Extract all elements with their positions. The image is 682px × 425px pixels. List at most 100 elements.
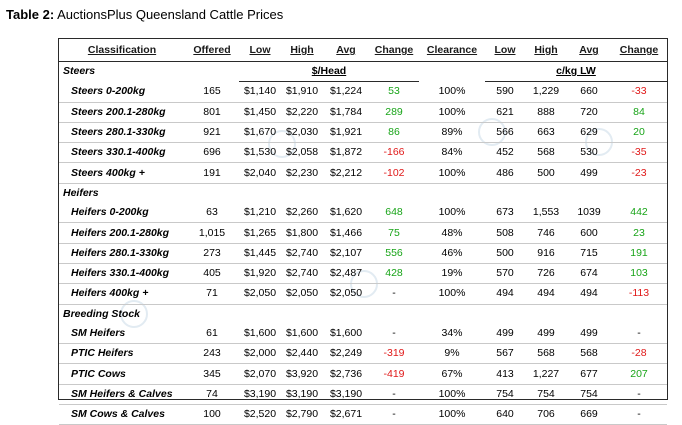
cell-avg2: 1039 bbox=[567, 203, 611, 224]
cell-change: -166 bbox=[369, 142, 419, 164]
cell-avg: $1,921 bbox=[323, 122, 369, 144]
cell-low2: 590 bbox=[485, 81, 525, 103]
cell-avg2: 715 bbox=[567, 243, 611, 264]
cell-offered: 921 bbox=[185, 122, 239, 144]
cell-change2: -23 bbox=[611, 162, 667, 184]
cell-avg: $1,466 bbox=[323, 222, 369, 244]
cell-clearance: 34% bbox=[419, 323, 485, 345]
col-high-ckg: High bbox=[525, 39, 567, 62]
cell-low2: 570 bbox=[485, 263, 525, 285]
cell-change2: - bbox=[611, 323, 667, 345]
unit-lw: c/kg LW bbox=[485, 61, 667, 83]
col-change-ckg: Change bbox=[611, 39, 667, 62]
cell-high: $2,740 bbox=[281, 243, 323, 264]
cell-high2: 916 bbox=[525, 243, 567, 264]
cell-change: 53 bbox=[369, 81, 419, 103]
col-change: Change bbox=[369, 39, 419, 62]
cell-avg: $1,872 bbox=[323, 142, 369, 164]
cell-high2: 706 bbox=[525, 404, 567, 425]
cell-change: - bbox=[369, 323, 419, 345]
cell-avg2: 499 bbox=[567, 162, 611, 184]
cell-clearance: 100% bbox=[419, 162, 485, 184]
cell-high2: 1,553 bbox=[525, 203, 567, 224]
col-low: Low bbox=[239, 39, 281, 62]
cell-high: $1,910 bbox=[281, 81, 323, 103]
group-label: Heifers bbox=[63, 186, 99, 199]
cell-avg2: 674 bbox=[567, 263, 611, 285]
table-row: Steers 280.1-330kg 921 $1,670 $2,030 $1,921 8… bbox=[59, 122, 667, 144]
cell-avg2: 568 bbox=[567, 343, 611, 365]
cell-low: $1,600 bbox=[239, 323, 281, 345]
col-avg-ckg: Avg bbox=[567, 39, 611, 62]
cell-offered: 74 bbox=[185, 384, 239, 406]
cell-avg: $1,784 bbox=[323, 102, 369, 123]
cell-avg: $2,249 bbox=[323, 343, 369, 365]
cell-avg2: 629 bbox=[567, 122, 611, 144]
cell-low: $2,520 bbox=[239, 404, 281, 425]
cell-avg: $2,050 bbox=[323, 283, 369, 305]
cell-avg2: 499 bbox=[567, 323, 611, 345]
cell-change2: 207 bbox=[611, 363, 667, 385]
cell-low: $2,050 bbox=[239, 283, 281, 305]
cell-change: - bbox=[369, 404, 419, 425]
cell-high: $3,190 bbox=[281, 384, 323, 406]
cell-change: 86 bbox=[369, 122, 419, 144]
cell-avg: $1,620 bbox=[323, 203, 369, 224]
cell-avg: $2,107 bbox=[323, 243, 369, 264]
cell-high2: 500 bbox=[525, 162, 567, 184]
col-low-ckg: Low bbox=[485, 39, 525, 62]
caption-title: AuctionsPlus Queensland Cattle Prices bbox=[57, 7, 284, 22]
cattle-price-table: Classification Offered Low High Avg Chan… bbox=[59, 39, 667, 425]
table-row: Steers 330.1-400kg 696 $1,530 $2,058 $1,872-… bbox=[59, 142, 667, 164]
cell-high: $2,058 bbox=[281, 142, 323, 164]
cell-offered: 63 bbox=[185, 203, 239, 224]
cell-low2: 494 bbox=[485, 283, 525, 305]
table-row: Steers 200.1-280kg 801 $1,450 $2,220 $1,784 2… bbox=[59, 102, 667, 123]
row-classification: PTIC Heifers bbox=[59, 343, 185, 365]
col-avg: Avg bbox=[323, 39, 369, 62]
cell-avg: $2,736 bbox=[323, 363, 369, 385]
group-label: Breeding Stock bbox=[63, 307, 141, 320]
cell-high: $3,920 bbox=[281, 363, 323, 385]
row-classification: SM Heifers bbox=[59, 323, 185, 345]
table-row: PTIC Heifers 243 $2,000 $2,440 $2,249 -319 9% 5… bbox=[59, 343, 667, 365]
cell-high: $1,600 bbox=[281, 323, 323, 345]
cell-offered: 405 bbox=[185, 263, 239, 285]
cell-low2: 508 bbox=[485, 222, 525, 244]
row-classification: SM Cows & Calves bbox=[59, 404, 185, 425]
cell-change: 75 bbox=[369, 222, 419, 244]
cell-offered: 273 bbox=[185, 243, 239, 264]
cell-offered: 243 bbox=[185, 343, 239, 365]
cell-high: $2,230 bbox=[281, 162, 323, 184]
cell-low2: 673 bbox=[485, 203, 525, 224]
cell-low: $1,920 bbox=[239, 263, 281, 285]
table-row: SM Cows & Calves 100 $2,520 $2,790 $2,671-10… bbox=[59, 404, 667, 425]
cell-high2: 1,227 bbox=[525, 363, 567, 385]
cell-change2: 103 bbox=[611, 263, 667, 285]
cell-avg: $3,190 bbox=[323, 384, 369, 406]
cell-avg: $2,212 bbox=[323, 162, 369, 184]
cell-low2: 486 bbox=[485, 162, 525, 184]
cell-low2: 566 bbox=[485, 122, 525, 144]
cell-clearance: 100% bbox=[419, 102, 485, 123]
cell-high: $2,440 bbox=[281, 343, 323, 365]
row-classification: Steers 280.1-330kg bbox=[59, 122, 185, 144]
cell-low: $1,450 bbox=[239, 102, 281, 123]
cell-offered: 191 bbox=[185, 162, 239, 184]
cell-high2: 494 bbox=[525, 283, 567, 305]
cell-high2: 499 bbox=[525, 323, 567, 345]
cell-change2: -28 bbox=[611, 343, 667, 365]
cell-avg: $2,487 bbox=[323, 263, 369, 285]
col-offered: Offered bbox=[185, 39, 239, 62]
cell-change2: 23 bbox=[611, 222, 667, 244]
cell-avg2: 530 bbox=[567, 142, 611, 164]
col-high: High bbox=[281, 39, 323, 62]
cell-low2: 413 bbox=[485, 363, 525, 385]
cell-avg2: 494 bbox=[567, 283, 611, 305]
cell-low: $2,000 bbox=[239, 343, 281, 365]
cell-high2: 726 bbox=[525, 263, 567, 285]
table-row: Steers 400kg +191 $2,040 $2,230 $2,212 -102 1… bbox=[59, 162, 667, 184]
table-row: Heifers 280.1-330kg 273 $1,445 $2,740 $2,107… bbox=[59, 243, 667, 264]
table-row: SM Heifers 61 $1,600 $1,600 $1,600-34% 499 499… bbox=[59, 323, 667, 345]
cell-change2: - bbox=[611, 384, 667, 406]
